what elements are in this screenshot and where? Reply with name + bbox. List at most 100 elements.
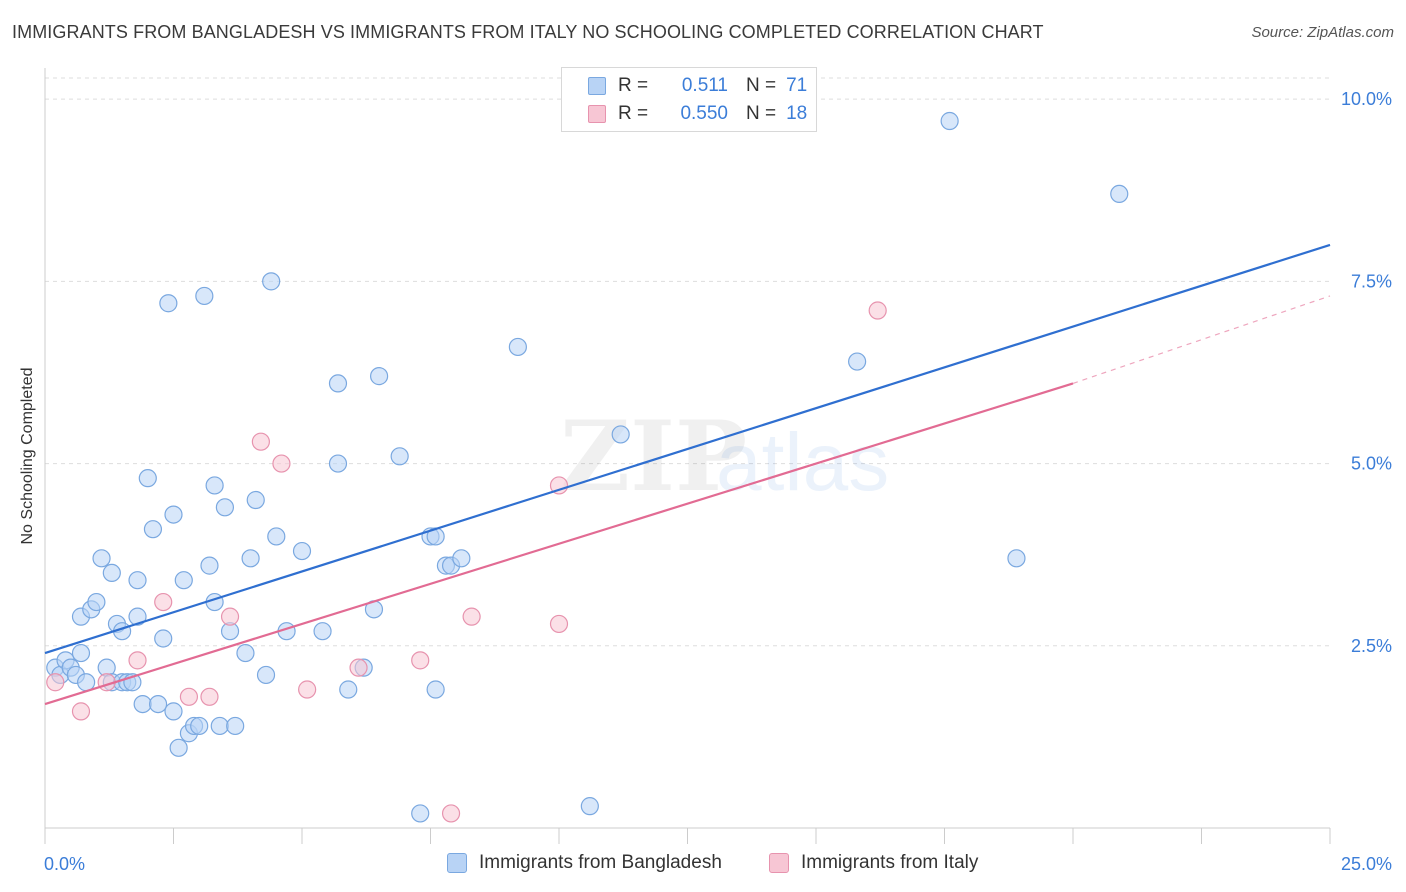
data-point-italy: [298, 680, 317, 699]
watermark-atlas: atlas: [716, 417, 889, 508]
data-point-italy: [251, 432, 270, 451]
data-point-italy: [154, 592, 173, 612]
data-point-bangladesh: [940, 111, 959, 131]
data-point-bangladesh: [292, 541, 312, 561]
data-point-bangladesh: [71, 643, 91, 663]
y-tick-label: 5.0%: [1351, 454, 1392, 474]
trend-line-bangladesh: [44, 243, 1331, 655]
legend-row-italy: R = 0.550 N = 18: [588, 102, 807, 126]
data-point-bangladesh: [370, 367, 389, 386]
legend-n-value: 71: [786, 75, 808, 96]
watermark: ZIP atlas: [560, 400, 889, 513]
data-point-italy: [868, 301, 887, 320]
data-point-italy: [220, 607, 240, 626]
x-tick-label: 0.0%: [44, 854, 85, 874]
chart-title: IMMIGRANTS FROM BANGLADESH VS IMMIGRANTS…: [12, 22, 1044, 42]
data-point-italy: [200, 687, 219, 706]
tick-labels: 2.5% 5.0% 7.5% 10.0% 0.0% 25.0%: [44, 89, 1392, 874]
trend-extension-italy: [1072, 295, 1331, 384]
data-point-italy: [46, 673, 65, 692]
data-point-bangladesh: [87, 592, 106, 612]
trend-lines: [44, 243, 1331, 706]
data-point-bangladesh: [102, 563, 121, 583]
data-point-bangladesh: [241, 549, 260, 568]
data-point-bangladesh: [328, 374, 348, 393]
data-point-bangladesh: [200, 556, 219, 575]
series-legend-italy[interactable]: Immigrants from Italy: [769, 852, 978, 874]
data-point-bangladesh: [1007, 549, 1026, 568]
data-point-italy: [441, 804, 461, 823]
data-point-bangladesh: [143, 520, 163, 539]
x-tick-label: 25.0%: [1341, 854, 1392, 874]
trend-line-italy: [44, 382, 1074, 706]
data-point-bangladesh: [452, 549, 471, 568]
legend-swatch-italy: [588, 105, 606, 123]
data-point-bangladesh: [164, 702, 183, 721]
data-point-bangladesh: [339, 680, 358, 699]
data-point-italy: [71, 702, 91, 721]
data-point-bangladesh: [262, 272, 281, 291]
data-point-bangladesh: [508, 337, 527, 357]
data-point-bangladesh: [313, 622, 332, 641]
y-tick-label: 7.5%: [1351, 271, 1392, 291]
data-point-bangladesh: [133, 694, 152, 714]
data-point-bangladesh: [390, 447, 409, 466]
data-point-bangladesh: [190, 716, 209, 736]
legend-r-value: 0.511: [681, 75, 728, 96]
legend-r-label: R =: [618, 75, 649, 96]
legend-n-value: 18: [786, 103, 808, 124]
data-point-bangladesh: [169, 738, 188, 757]
data-point-bangladesh: [328, 454, 348, 473]
y-tick-label: 10.0%: [1341, 89, 1392, 109]
data-point-bangladesh: [128, 571, 147, 590]
correlation-legend: R = 0.511 N = 71 R = 0.550 N = 18: [561, 67, 817, 132]
data-point-bangladesh: [236, 643, 255, 663]
data-point-bangladesh: [256, 665, 276, 685]
series-swatch-bangladesh: [447, 853, 467, 873]
data-point-italy: [272, 454, 291, 473]
legend-r-label: R =: [618, 103, 649, 124]
series-label-bangladesh: Immigrants from Bangladesh: [479, 852, 722, 873]
data-point-italy: [549, 476, 569, 495]
axes: [44, 68, 1331, 844]
data-points: [46, 111, 1129, 823]
data-point-italy: [411, 651, 430, 670]
legend-row-bangladesh: R = 0.511 N = 71: [588, 74, 807, 98]
data-point-bangladesh: [138, 469, 157, 488]
grid-lines: [45, 77, 1330, 647]
data-point-bangladesh: [210, 716, 229, 736]
y-axis-label: No Schooling Completed: [19, 367, 36, 545]
legend-r-value: 0.550: [680, 103, 728, 124]
source-label: Source: ZipAtlas.com: [1251, 24, 1394, 41]
data-point-bangladesh: [92, 549, 111, 568]
data-point-bangladesh: [226, 716, 245, 736]
y-tick-label: 2.5%: [1351, 636, 1392, 656]
data-point-bangladesh: [267, 527, 286, 546]
data-point-bangladesh: [148, 694, 168, 714]
data-point-italy: [179, 687, 199, 706]
data-point-bangladesh: [159, 294, 178, 313]
series-swatch-italy: [769, 853, 789, 873]
data-point-bangladesh: [426, 680, 445, 699]
data-point-italy: [462, 607, 481, 626]
data-point-bangladesh: [164, 505, 183, 524]
data-point-bangladesh: [77, 673, 96, 692]
data-point-bangladesh: [848, 352, 867, 371]
legend-n-label: N =: [746, 75, 777, 96]
data-point-bangladesh: [215, 498, 234, 517]
data-point-italy: [549, 614, 569, 634]
data-point-bangladesh: [246, 490, 265, 510]
data-point-italy: [349, 658, 368, 677]
legend-swatch-bangladesh: [588, 77, 606, 95]
series-legend-bangladesh[interactable]: Immigrants from Bangladesh: [447, 852, 722, 874]
data-point-bangladesh: [128, 607, 147, 626]
data-point-bangladesh: [1110, 184, 1129, 204]
data-point-bangladesh: [195, 286, 214, 306]
data-point-bangladesh: [411, 804, 430, 823]
data-point-italy: [128, 651, 147, 670]
data-point-bangladesh: [154, 629, 173, 648]
legend-n-label: N =: [746, 103, 777, 124]
data-point-bangladesh: [174, 571, 193, 590]
data-point-bangladesh: [205, 476, 224, 495]
